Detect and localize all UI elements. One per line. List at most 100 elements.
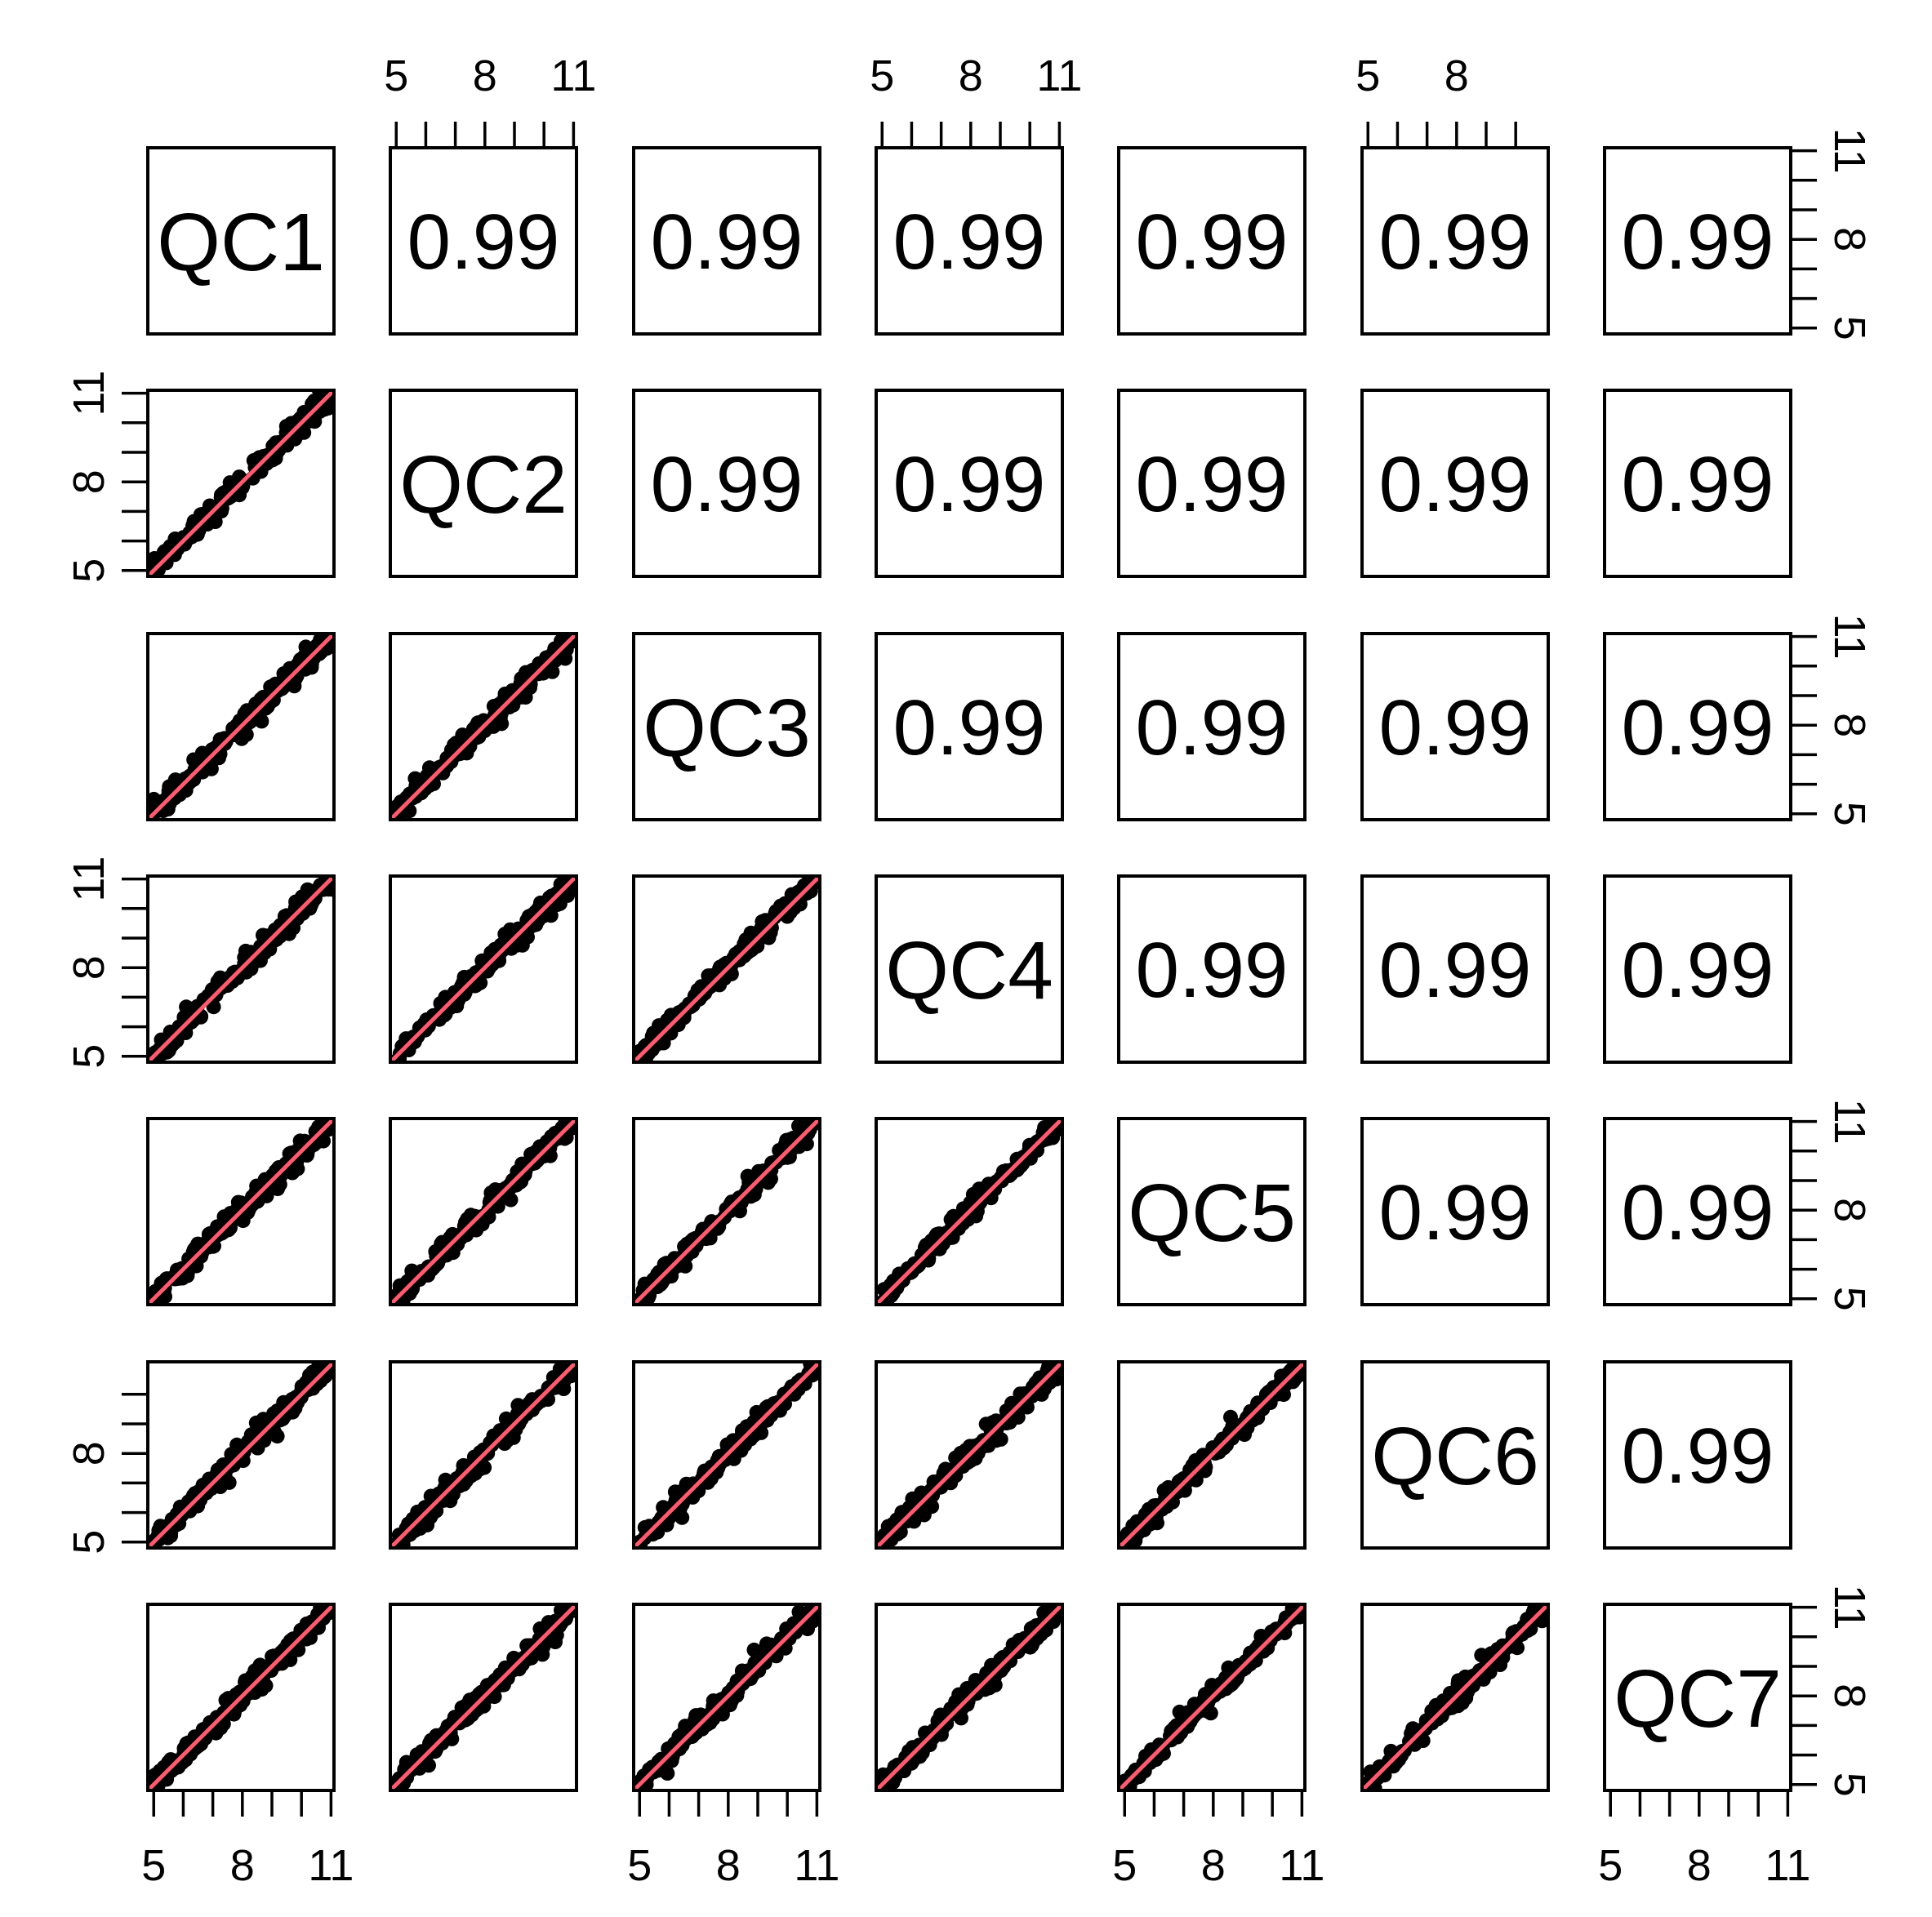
correlation-value: 0.99 — [651, 441, 804, 528]
scatter-point — [272, 1176, 287, 1192]
tick-label: 11 — [65, 856, 114, 902]
panel-r6-c5 — [1117, 1360, 1307, 1550]
x-axis-bottom-col7: 5 8 11 — [1598, 1789, 1810, 1890]
x-axis-bottom-col1: 5 8 11 — [141, 1789, 354, 1890]
panel-r1-c5: 0.99 — [1117, 146, 1307, 336]
y-axis-right-row1: 5 8 11 — [1789, 128, 1874, 340]
scatter-point — [185, 1012, 201, 1028]
tick-label: 5 — [1598, 1841, 1623, 1890]
scatter-point — [206, 999, 221, 1015]
panel-r1-c2: 0.99 — [389, 146, 578, 336]
scatter-point — [916, 1507, 932, 1523]
panel-frame-top — [389, 1117, 578, 1306]
reference-line — [876, 1362, 1062, 1548]
scatter-point — [925, 1730, 941, 1746]
scatter-point — [278, 419, 294, 434]
panel-frame-top — [632, 1117, 821, 1306]
scatter-point — [493, 1183, 509, 1198]
scatter-point — [203, 761, 219, 776]
scatter-point — [714, 1692, 729, 1707]
panel-r6-c7: 0.99 — [1603, 1360, 1792, 1550]
panel-r4-c7: 0.99 — [1603, 874, 1792, 1064]
panel-r7-c3 — [632, 1603, 821, 1792]
scatter-point — [1537, 1590, 1551, 1604]
tick-label: 8 — [1201, 1841, 1226, 1890]
scatter-point — [324, 1102, 339, 1117]
scatter-point — [920, 1250, 935, 1265]
scatter-point — [311, 390, 327, 398]
panel-r1-c1: QC1 — [146, 146, 336, 336]
y-axis-left-row6: 58 — [65, 1393, 149, 1555]
scatter-point — [1148, 1749, 1163, 1764]
panel-frame — [1603, 146, 1792, 336]
panel-r5-c7: 0.99 — [1603, 1117, 1792, 1306]
panel-frame — [389, 389, 578, 578]
scatter-point — [1240, 1658, 1255, 1674]
scatter-point — [743, 925, 759, 941]
panel-r5-c6: 0.99 — [1360, 1117, 1550, 1306]
panel-r7-c1 — [146, 1603, 336, 1792]
scatter-points — [148, 1102, 339, 1305]
scatter-point — [799, 1136, 814, 1152]
tick-label: 8 — [65, 1441, 114, 1466]
tick-label: 5 — [65, 558, 114, 583]
panel-r7-c6 — [1360, 1590, 1551, 1792]
scatter-points — [876, 1119, 1062, 1305]
correlation-value: 0.99 — [1136, 684, 1289, 772]
scatter-point — [241, 1685, 256, 1701]
panel-r3-c5: 0.99 — [1117, 632, 1307, 821]
scatter-point — [1192, 1456, 1208, 1471]
scatter-point — [1003, 1653, 1018, 1669]
scatter-points — [148, 1604, 334, 1790]
reference-line — [390, 1604, 576, 1790]
scatter-point — [886, 1276, 901, 1292]
tick-label: 11 — [1825, 1585, 1874, 1630]
scatter-point — [450, 990, 465, 1006]
tick-label: 8 — [1687, 1841, 1712, 1890]
panel-r5-c5: QC5 — [1117, 1117, 1307, 1306]
reference-line — [1119, 1362, 1305, 1548]
scatter-point — [220, 1457, 235, 1472]
panel-frame — [632, 389, 821, 578]
scatter-point — [425, 1007, 441, 1023]
reference-line — [148, 1119, 334, 1305]
panel-frame — [1117, 389, 1307, 578]
scatter-point — [149, 823, 163, 838]
panel-r2-c4: 0.99 — [875, 389, 1064, 578]
correlation-value: 0.99 — [1379, 927, 1532, 1014]
tick-label: 8 — [1825, 227, 1874, 251]
scatter-points — [390, 634, 576, 820]
tick-label: 5 — [141, 1841, 166, 1890]
panel-r1-c6: 0.99 — [1360, 146, 1550, 336]
reference-line — [390, 1362, 576, 1548]
scatter-point — [1237, 1427, 1252, 1443]
panel-frame-top — [875, 1360, 1064, 1550]
tick-label: 8 — [230, 1841, 255, 1890]
reference-line — [634, 876, 820, 1062]
correlation-value: 0.99 — [1622, 1169, 1774, 1257]
scatter-point — [418, 780, 434, 795]
tick-label: 8 — [1825, 713, 1874, 737]
correlation-value: 0.99 — [1622, 1412, 1774, 1500]
panel-frame — [875, 874, 1064, 1064]
panel-frame — [389, 146, 578, 336]
panel-frame-top — [875, 1117, 1064, 1306]
reference-line — [390, 634, 576, 820]
x-axis-top-col2: 5 8 11 — [384, 51, 596, 149]
scatter-points — [390, 876, 576, 1062]
scatter-point — [410, 1759, 425, 1774]
panel-frame — [1360, 1117, 1550, 1306]
scatter-point — [568, 1102, 582, 1117]
scatter-points — [1362, 1590, 1551, 1790]
x-axis-bottom-col5: 5 8 11 — [1112, 1789, 1324, 1890]
scatter-point — [160, 1759, 176, 1774]
reference-line — [148, 876, 334, 1062]
scatter-points — [390, 1362, 576, 1548]
scatter-point — [466, 1696, 482, 1711]
panel-frame — [875, 389, 1064, 578]
panel-r3-c2 — [389, 632, 578, 821]
tick-label: 5 — [1825, 1287, 1874, 1311]
panel-frame — [1603, 1603, 1792, 1792]
correlation-value: 0.99 — [893, 441, 1046, 528]
